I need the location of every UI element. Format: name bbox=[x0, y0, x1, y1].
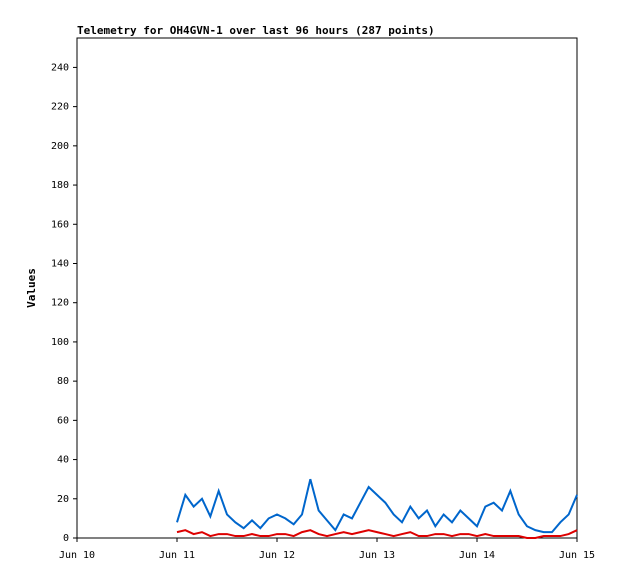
y-tick-label: 40 bbox=[57, 455, 69, 466]
plot-frame bbox=[76, 37, 578, 539]
series-line bbox=[176, 529, 578, 539]
y-tick-label: 60 bbox=[57, 415, 69, 426]
y-tick-label: 180 bbox=[51, 180, 69, 191]
y-tick-label: 160 bbox=[51, 219, 69, 230]
x-tick-label: Jun 14 bbox=[459, 550, 495, 561]
series-line bbox=[176, 478, 578, 534]
x-tick-label: Jun 10 bbox=[59, 550, 95, 561]
y-axis-label: Values bbox=[25, 268, 38, 308]
y-tick-label: 120 bbox=[51, 298, 69, 309]
y-tick-label: 140 bbox=[51, 258, 69, 269]
x-tick-label: Jun 13 bbox=[359, 550, 395, 561]
x-tick-label: Jun 12 bbox=[259, 550, 295, 561]
x-tick-label: Jun 11 bbox=[159, 550, 195, 561]
y-tick-label: 80 bbox=[57, 376, 69, 387]
chart-title: Telemetry for OH4GVN-1 over last 96 hour… bbox=[77, 24, 435, 37]
y-tick-label: 0 bbox=[63, 533, 69, 544]
y-tick-label: 220 bbox=[51, 102, 69, 113]
y-tick-label: 240 bbox=[51, 62, 69, 73]
x-tick-label: Jun 15 bbox=[559, 550, 595, 561]
y-tick-label: 100 bbox=[51, 337, 69, 348]
y-tick-label: 20 bbox=[57, 494, 69, 505]
y-tick-label: 200 bbox=[51, 141, 69, 152]
